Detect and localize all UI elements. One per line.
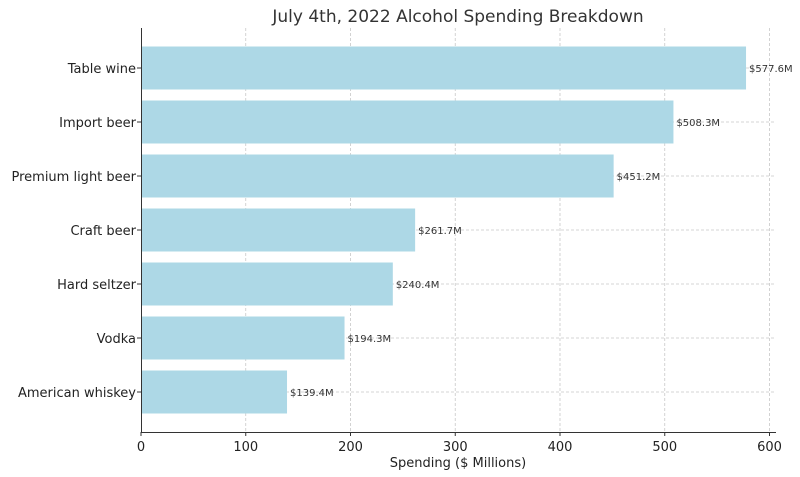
x-tick-label: 200 [338,440,363,455]
bar [141,46,747,90]
category-labels: Table wine Import beer Premium light beer C… [11,62,141,401]
category-label: Table wine [67,62,136,77]
data-label: $194.3M [348,334,392,345]
bar [141,262,393,306]
x-axis-label: Spending ($ Millions) [390,456,526,471]
category-label: Import beer [59,116,137,131]
category-label: Hard seltzer [57,278,137,293]
bar [141,100,674,144]
x-tick-label: 300 [443,440,468,455]
bar [141,316,345,360]
category-label: Craft beer [70,224,136,239]
category-label: American whiskey [18,386,136,401]
data-label: $577.6M [749,64,793,75]
x-tick-label: 0 [137,440,145,455]
category-label: Premium light beer [11,170,136,185]
x-tick-label: 400 [548,440,573,455]
data-label: $261.7M [418,226,462,237]
data-labels: $577.6M $508.3M $451.2M $261.7M $240.4M $194.… [290,64,793,399]
bar [141,370,288,414]
bar [141,154,614,198]
category-label: Vodka [97,332,136,347]
bars [141,46,747,414]
bar [141,208,416,252]
data-label: $508.3M [676,118,720,129]
chart-title: July 4th, 2022 Alcohol Spending Breakdow… [271,7,643,27]
x-tick-label: 100 [233,440,258,455]
x-tick-labels: 0 100 200 300 400 500 600 [137,432,782,455]
data-label: $240.4M [396,280,440,291]
data-label: $451.2M [617,172,661,183]
data-label: $139.4M [290,388,334,399]
x-tick-label: 600 [757,440,782,455]
x-tick-label: 500 [652,440,677,455]
